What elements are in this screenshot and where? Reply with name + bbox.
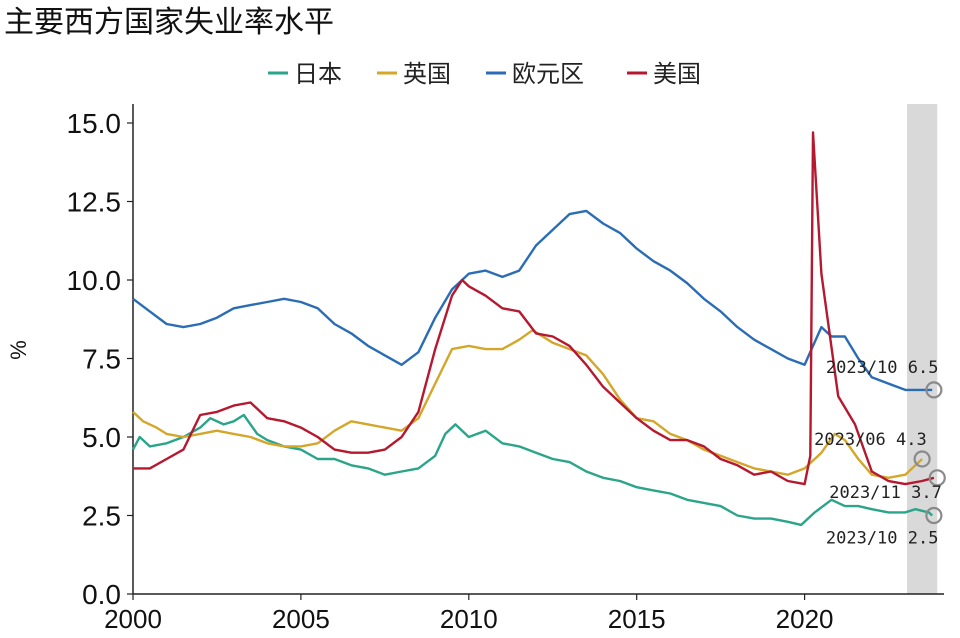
shaded-region [907, 104, 938, 594]
annotation-marker [928, 469, 946, 487]
y-tick-label: 5.0 [82, 422, 121, 453]
legend-label: 日本 [294, 60, 342, 88]
x-tick-label: 2020 [776, 604, 834, 634]
legend-label: 美国 [653, 60, 701, 88]
series-line-美国 [133, 131, 935, 486]
annotation-marker [925, 381, 943, 399]
annotation-label: 2023/11 3.7 [829, 483, 942, 503]
y-tick-label: 12.5 [67, 187, 122, 218]
x-tick-label: 2010 [440, 604, 498, 634]
series-line-欧元区 [132, 209, 933, 392]
chart-title: 主要西方国家失业率水平 [4, 5, 334, 40]
y-tick-label: 15.0 [67, 108, 122, 139]
plot-area: 0.0 2.5 5.0 7.5 10.0 12.5 15.0 2000 2005 2010 2015… [67, 104, 946, 634]
y-tick-label: 10.0 [67, 265, 122, 296]
annotation-marker [925, 506, 943, 525]
x-tick-label: 2000 [104, 604, 162, 634]
annotation-label: 2023/06 4.3 [814, 430, 927, 450]
legend: 日本 英国 欧元区 美国 [268, 60, 701, 88]
y-tick-label: 2.5 [82, 501, 121, 532]
annotation-label: 2023/10 6.5 [826, 358, 939, 378]
x-tick-label: 2015 [608, 604, 666, 634]
x-tick-label: 2005 [272, 604, 330, 634]
y-tick-label: 7.5 [82, 344, 121, 375]
legend-label: 英国 [403, 60, 451, 88]
series-line-日本 [131, 413, 934, 527]
annotation-label: 2023/10 2.5 [826, 529, 939, 549]
y-axis-label: % [6, 340, 31, 360]
y-tick-label: 0.0 [82, 579, 121, 610]
legend-label: 欧元区 [512, 60, 584, 88]
annotation-marker [913, 450, 931, 468]
